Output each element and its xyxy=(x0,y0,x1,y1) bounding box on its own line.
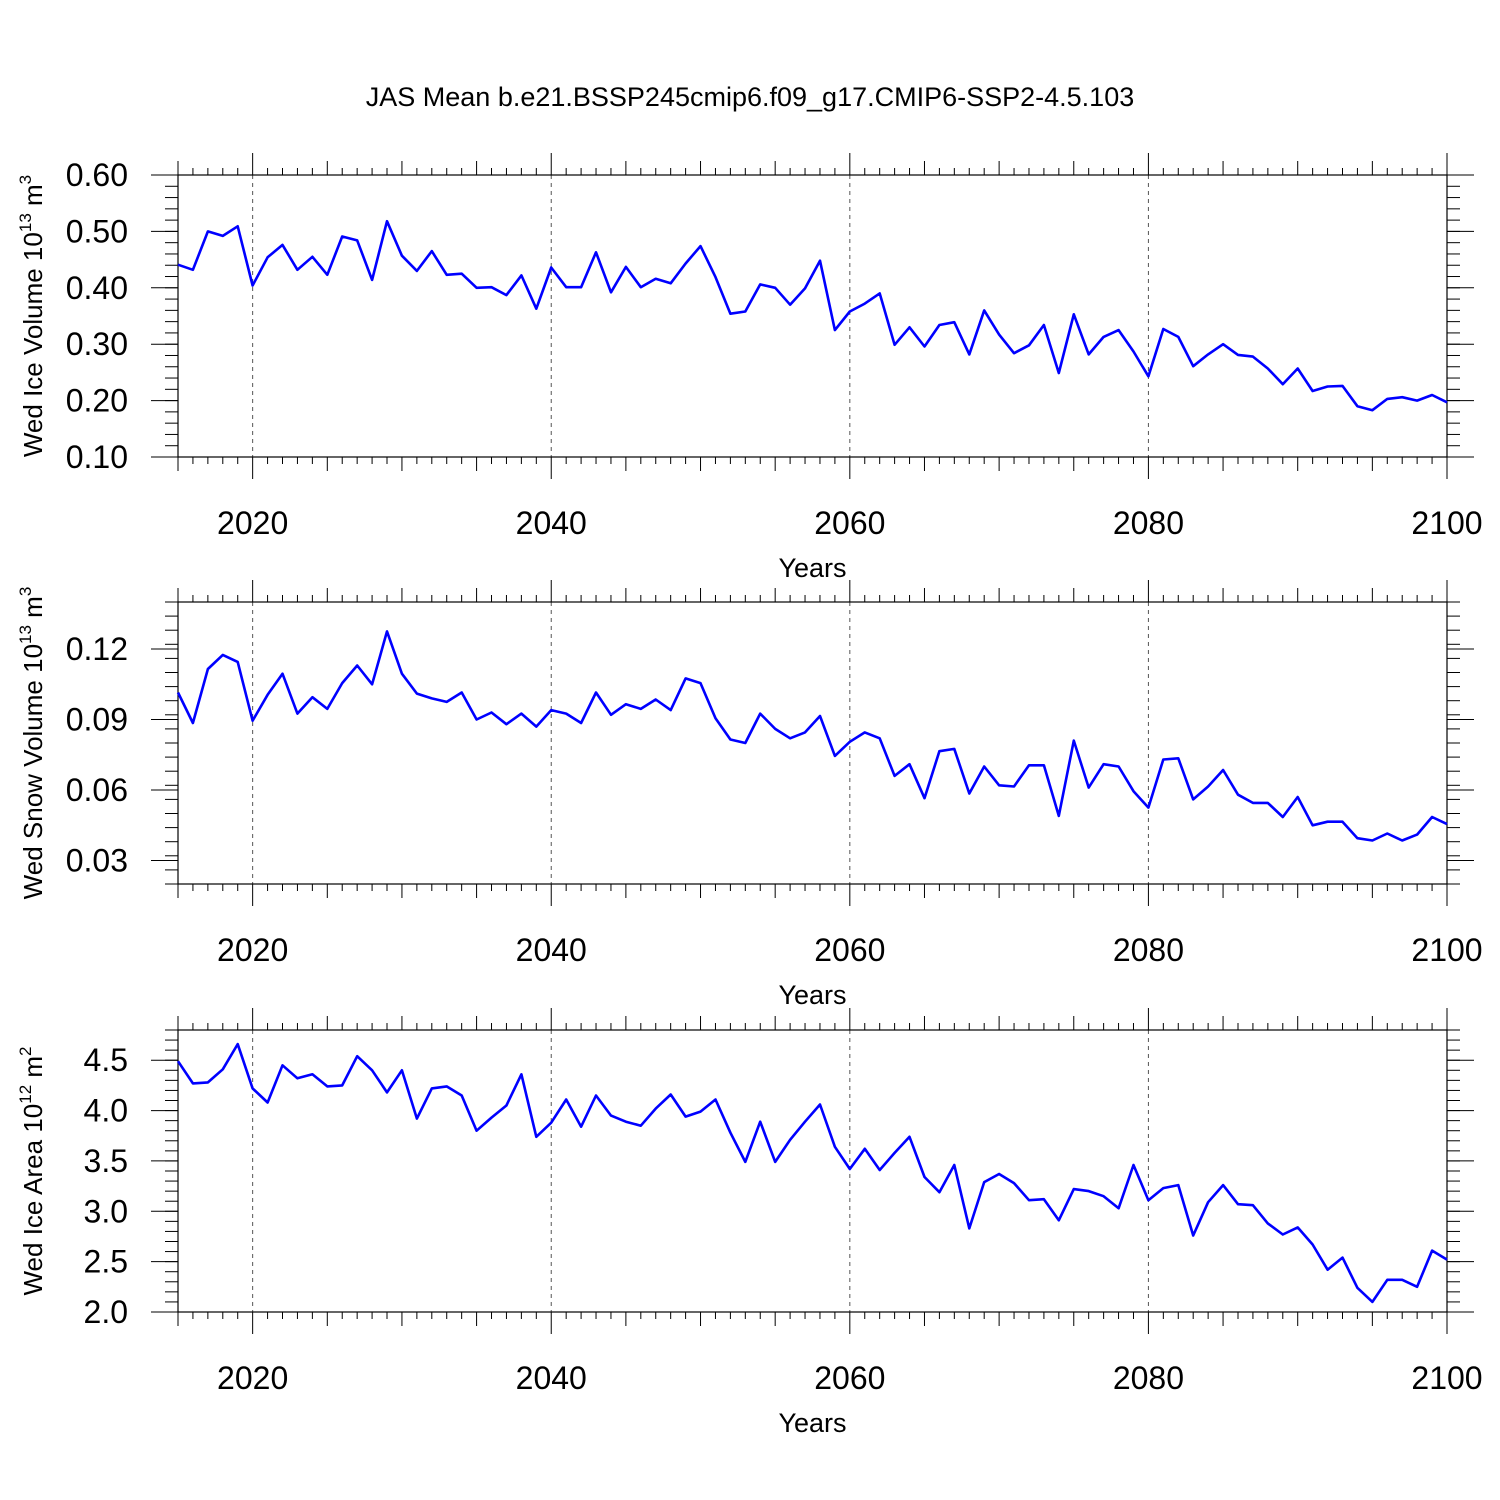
series-line-1 xyxy=(177,219,1448,412)
x-tick-label: 2080 xyxy=(1113,932,1184,968)
y-tick-label: 2.5 xyxy=(84,1244,128,1280)
x-tick-label: 2060 xyxy=(814,505,885,541)
plot-frame xyxy=(177,601,1448,885)
y-tick-label: 0.60 xyxy=(66,157,128,193)
y-axis-label: Wed Ice Area 1012 m2 xyxy=(16,1046,48,1295)
y-tick-label: 0.12 xyxy=(66,631,128,667)
y-tick-label: 0.50 xyxy=(66,213,128,249)
y-tick-label: 4.0 xyxy=(84,1093,128,1129)
series-line-1 xyxy=(176,1042,1448,1304)
x-axis-label: Years xyxy=(778,553,846,583)
x-tick-label: 2100 xyxy=(1411,932,1482,968)
x-tick-label: 2100 xyxy=(1411,1360,1482,1396)
x-tick-label: 2060 xyxy=(814,1360,885,1396)
x-tick-label: 2080 xyxy=(1113,1360,1184,1396)
y-tick-label: 0.20 xyxy=(66,383,128,419)
y-tick-label: 0.03 xyxy=(66,843,128,879)
y-tick-label: 3.0 xyxy=(84,1193,128,1229)
x-tick-label: 2080 xyxy=(1113,505,1184,541)
y-tick-label: 0.06 xyxy=(66,772,128,808)
y-axis-label: Wed Ice Volume 1013 m3 xyxy=(16,175,48,457)
plot-frame xyxy=(177,1029,1448,1313)
x-tick-label: 2020 xyxy=(217,932,288,968)
x-tick-label: 2020 xyxy=(217,1360,288,1396)
panel-3: 2020 2040 2060 2080 2100 Years 2.0 2.5 3.0 3.5 4.0… xyxy=(16,1008,1483,1438)
x-tick-label: 2100 xyxy=(1411,505,1482,541)
x-axis-label: Years xyxy=(778,1408,846,1438)
series-line-1 xyxy=(176,630,1448,842)
x-tick-label: 2040 xyxy=(516,932,587,968)
panel-2: 2020 2040 2060 2080 2100 Years 0.03 0.06 0.09 0.1… xyxy=(16,580,1483,1010)
plot-frame xyxy=(177,174,1448,458)
x-tick-label: 2020 xyxy=(217,505,288,541)
y-tick-label: 0.30 xyxy=(66,326,128,362)
x-axis-label: Years xyxy=(778,980,846,1010)
x-tick-label: 2040 xyxy=(516,505,587,541)
y-axis-label: Wed Snow Volume 1013 m3 xyxy=(16,587,48,900)
chart-title: JAS Mean b.e21.BSSP245cmip6.f09_g17.CMIP… xyxy=(365,82,1135,112)
y-tick-label: 0.09 xyxy=(66,702,128,738)
x-tick-label: 2040 xyxy=(516,1360,587,1396)
y-tick-label: 0.40 xyxy=(66,270,128,306)
y-tick-label: 4.5 xyxy=(84,1042,128,1078)
y-tick-label: 2.0 xyxy=(84,1294,128,1330)
panel-1: 2020 2040 2060 2080 2100 Years 0.10 0.20 0.30 0.4… xyxy=(16,153,1483,583)
y-tick-label: 3.5 xyxy=(84,1143,128,1179)
y-tick-label: 0.10 xyxy=(66,439,128,475)
x-tick-label: 2060 xyxy=(814,932,885,968)
